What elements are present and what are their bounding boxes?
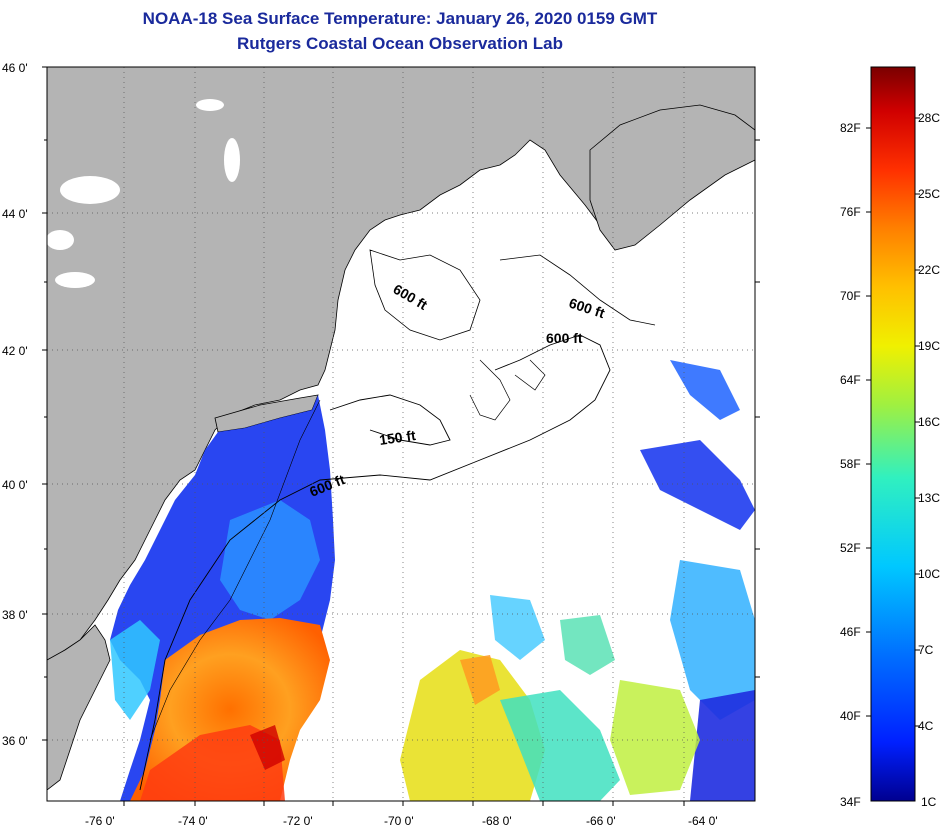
lon-label: -66 0' (586, 814, 616, 828)
isobath-label: 600 ft (546, 330, 583, 346)
sst-mid-cyan-patch (560, 615, 615, 675)
sst-east-cold-patch (690, 690, 755, 801)
map-subtitle: Rutgers Coastal Ocean Observation Lab (237, 34, 563, 53)
sst-east-blue-patch (640, 440, 755, 530)
isobath-600ft-gulf-line (369, 249, 481, 341)
isobath-600ft-ne-line (499, 254, 656, 326)
lat-label: 40 0' (2, 478, 28, 492)
colorbar-label-c: 10C (918, 567, 940, 581)
colorbar-label-f: 58F (840, 457, 861, 471)
land-delmarva (47, 624, 111, 791)
isobath-georges-detail (469, 359, 546, 421)
land-nova-scotia (589, 104, 755, 251)
colorbar-label-f: 46F (840, 625, 861, 639)
colorbar-label-c: 1C (921, 795, 937, 809)
lon-label: -72 0' (283, 814, 313, 828)
colorbar-label-c: 19C (918, 339, 940, 353)
colorbar (870, 66, 916, 802)
lon-label: -74 0' (178, 814, 208, 828)
colorbar-label-c: 16C (918, 415, 940, 429)
sst-offshore-cyan-patch (500, 690, 620, 801)
lon-label: -64 0' (688, 814, 718, 828)
colorbar-label-f: 34F (840, 795, 861, 809)
colorbar-label-f: 52F (840, 541, 861, 555)
sst-east-blue-patch (670, 360, 740, 420)
colorbar-label-f: 40F (840, 709, 861, 723)
lake-shape (224, 138, 240, 182)
isobath-600ft-shelf-line (139, 334, 611, 791)
lon-label: -76 0' (85, 814, 115, 828)
sst-hot-core (250, 725, 285, 770)
sst-gulf-stream-core (140, 725, 285, 801)
lake-shape (196, 99, 224, 111)
lat-label: 36 0' (2, 734, 28, 748)
sst-inner-shelf-light (220, 500, 320, 620)
sst-nearshore-cyan (110, 620, 160, 720)
sst-offshore-orange-patch (460, 655, 500, 705)
isobath-nearshore-line (149, 399, 321, 741)
lake-shape (55, 272, 95, 288)
lon-label: -68 0' (482, 814, 512, 828)
colorbar-label-c: 28C (918, 111, 940, 125)
isobath-150ft-line (329, 394, 451, 446)
map-title: NOAA-18 Sea Surface Temperature: January… (142, 9, 658, 28)
lat-label: 46 0' (2, 61, 28, 75)
colorbar-label-f: 70F (840, 289, 861, 303)
sst-offshore-warm-patch (400, 650, 545, 801)
lake-shape (47, 230, 74, 250)
lat-label: 38 0' (2, 608, 28, 622)
lat-label: 42 0' (2, 344, 28, 358)
colorbar-label-f: 64F (840, 373, 861, 387)
colorbar-label-c: 25C (918, 187, 940, 201)
colorbar-label-c: 4C (918, 719, 934, 733)
sst-southeast-warm-patch (610, 680, 700, 795)
colorbar-label-f: 76F (840, 205, 861, 219)
lon-label: -70 0' (384, 814, 414, 828)
axis-ticks (42, 66, 760, 806)
map-grid (47, 67, 755, 801)
map-border (46, 66, 756, 802)
colorbar-ticks (866, 117, 920, 727)
lat-label: 44 0' (2, 207, 28, 221)
colorbar-label-f: 82F (840, 121, 861, 135)
isobath-label: 150 ft (378, 427, 417, 448)
lake-shape (60, 176, 120, 204)
sst-east-mixed-patch (670, 560, 755, 720)
colorbar-label-c: 22C (918, 263, 940, 277)
colorbar-label-c: 13C (918, 491, 940, 505)
colorbar-label-c: 7C (918, 643, 934, 657)
sst-mid-cyan-patch (490, 595, 545, 660)
